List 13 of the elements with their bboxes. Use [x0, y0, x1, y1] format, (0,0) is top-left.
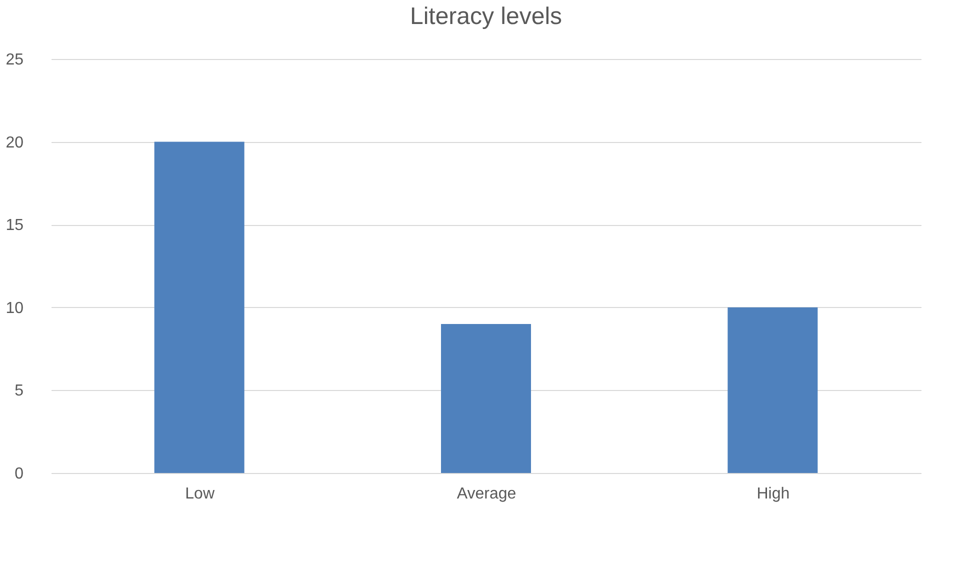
y-tick-label: 20 [6, 134, 24, 152]
bar [154, 142, 244, 473]
x-tick-label: Low [185, 486, 215, 502]
y-tick-label: 10 [6, 300, 24, 317]
x-tick-label: Average [456, 486, 516, 502]
chart-title: Literacy levels [410, 3, 562, 30]
y-tick-label: 5 [14, 382, 24, 400]
y-tick-label: 0 [14, 466, 24, 482]
bar [441, 324, 531, 473]
x-tick-label: High [756, 486, 790, 502]
y-tick-label: 25 [6, 52, 24, 68]
y-tick-label: 15 [6, 217, 24, 234]
bar [728, 307, 818, 473]
